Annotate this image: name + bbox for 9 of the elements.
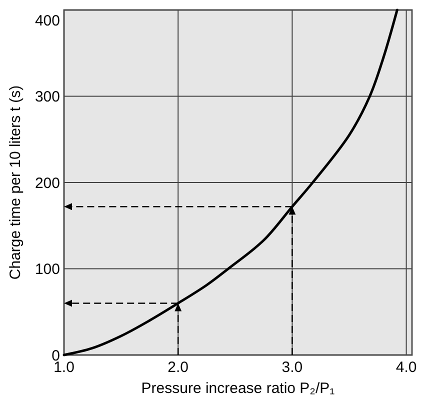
y-tick-label: 200 — [34, 174, 60, 192]
y-axis-title: Charge time per 10 liters t (s) — [7, 85, 24, 280]
x-tick-label: 2.0 — [168, 359, 189, 376]
x-axis-title: Pressure increase ratio P₂/P₁ — [141, 380, 335, 397]
x-tick-label: 3.0 — [282, 359, 303, 376]
y-tick-label: 300 — [34, 88, 60, 106]
x-tick-label: 4.0 — [396, 359, 417, 376]
y-tick-label: 400 — [34, 12, 60, 30]
y-tick-label: 100 — [34, 261, 60, 278]
